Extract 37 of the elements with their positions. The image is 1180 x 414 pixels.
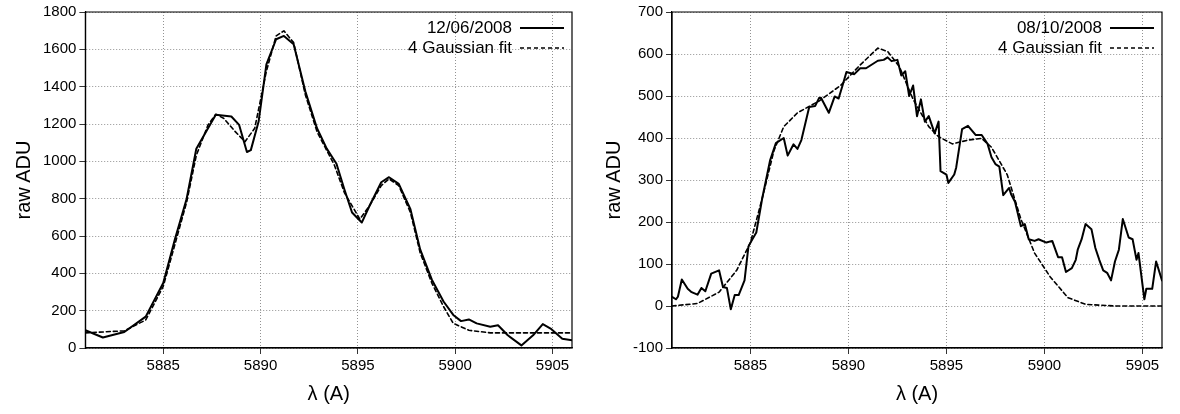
y-tick-label: 1200 bbox=[42, 114, 77, 132]
y-axis-title: raw ADU bbox=[11, 140, 34, 220]
legend-label: 12/06/2008 bbox=[426, 17, 512, 37]
y-tick-label: 0 bbox=[654, 296, 664, 314]
y-tick-label: 200 bbox=[51, 300, 77, 318]
x-tick-label: 5900 bbox=[438, 356, 472, 374]
y-tick-label: 1000 bbox=[42, 151, 77, 169]
y-tick-label: 1400 bbox=[42, 76, 77, 94]
x-tick-label: 5890 bbox=[831, 356, 866, 374]
y-tick-label: 400 bbox=[51, 263, 77, 281]
x-tick-label: 5890 bbox=[243, 356, 278, 374]
y-tick-label: 600 bbox=[637, 44, 664, 62]
y-tick-label: -100 bbox=[632, 338, 664, 356]
x-axis-title: λ (A) bbox=[895, 381, 939, 404]
y-tick-label: 200 bbox=[637, 212, 664, 230]
x-tick-label: 5905 bbox=[535, 356, 570, 374]
legend-label: 08/10/2008 bbox=[1016, 17, 1102, 37]
y-tick-label: 400 bbox=[637, 128, 664, 146]
y-tick-label: 1600 bbox=[42, 39, 77, 57]
x-tick-label: 5895 bbox=[341, 356, 375, 374]
x-tick-label: 5905 bbox=[1125, 356, 1160, 374]
x-tick-label: 5885 bbox=[733, 356, 768, 374]
y-tick-label: 700 bbox=[637, 2, 664, 20]
y-tick-label: 100 bbox=[637, 254, 664, 272]
x-tick-label: 5900 bbox=[1027, 356, 1062, 374]
y-tick-label: 300 bbox=[637, 170, 664, 188]
y-tick-label: 500 bbox=[637, 86, 664, 104]
x-tick-label: 5895 bbox=[929, 356, 964, 374]
y-tick-label: 800 bbox=[51, 188, 77, 206]
y-tick-label: 600 bbox=[51, 226, 77, 244]
legend-label: 4 Gaussian fit bbox=[998, 37, 1103, 57]
x-tick-label: 5885 bbox=[146, 356, 180, 374]
y-tick-label: 1800 bbox=[42, 2, 77, 20]
y-tick-label: 0 bbox=[68, 338, 77, 356]
legend-label: 4 Gaussian fit bbox=[408, 37, 513, 57]
x-axis-title: λ (A) bbox=[307, 381, 350, 404]
y-axis-title: raw ADU bbox=[601, 140, 624, 220]
